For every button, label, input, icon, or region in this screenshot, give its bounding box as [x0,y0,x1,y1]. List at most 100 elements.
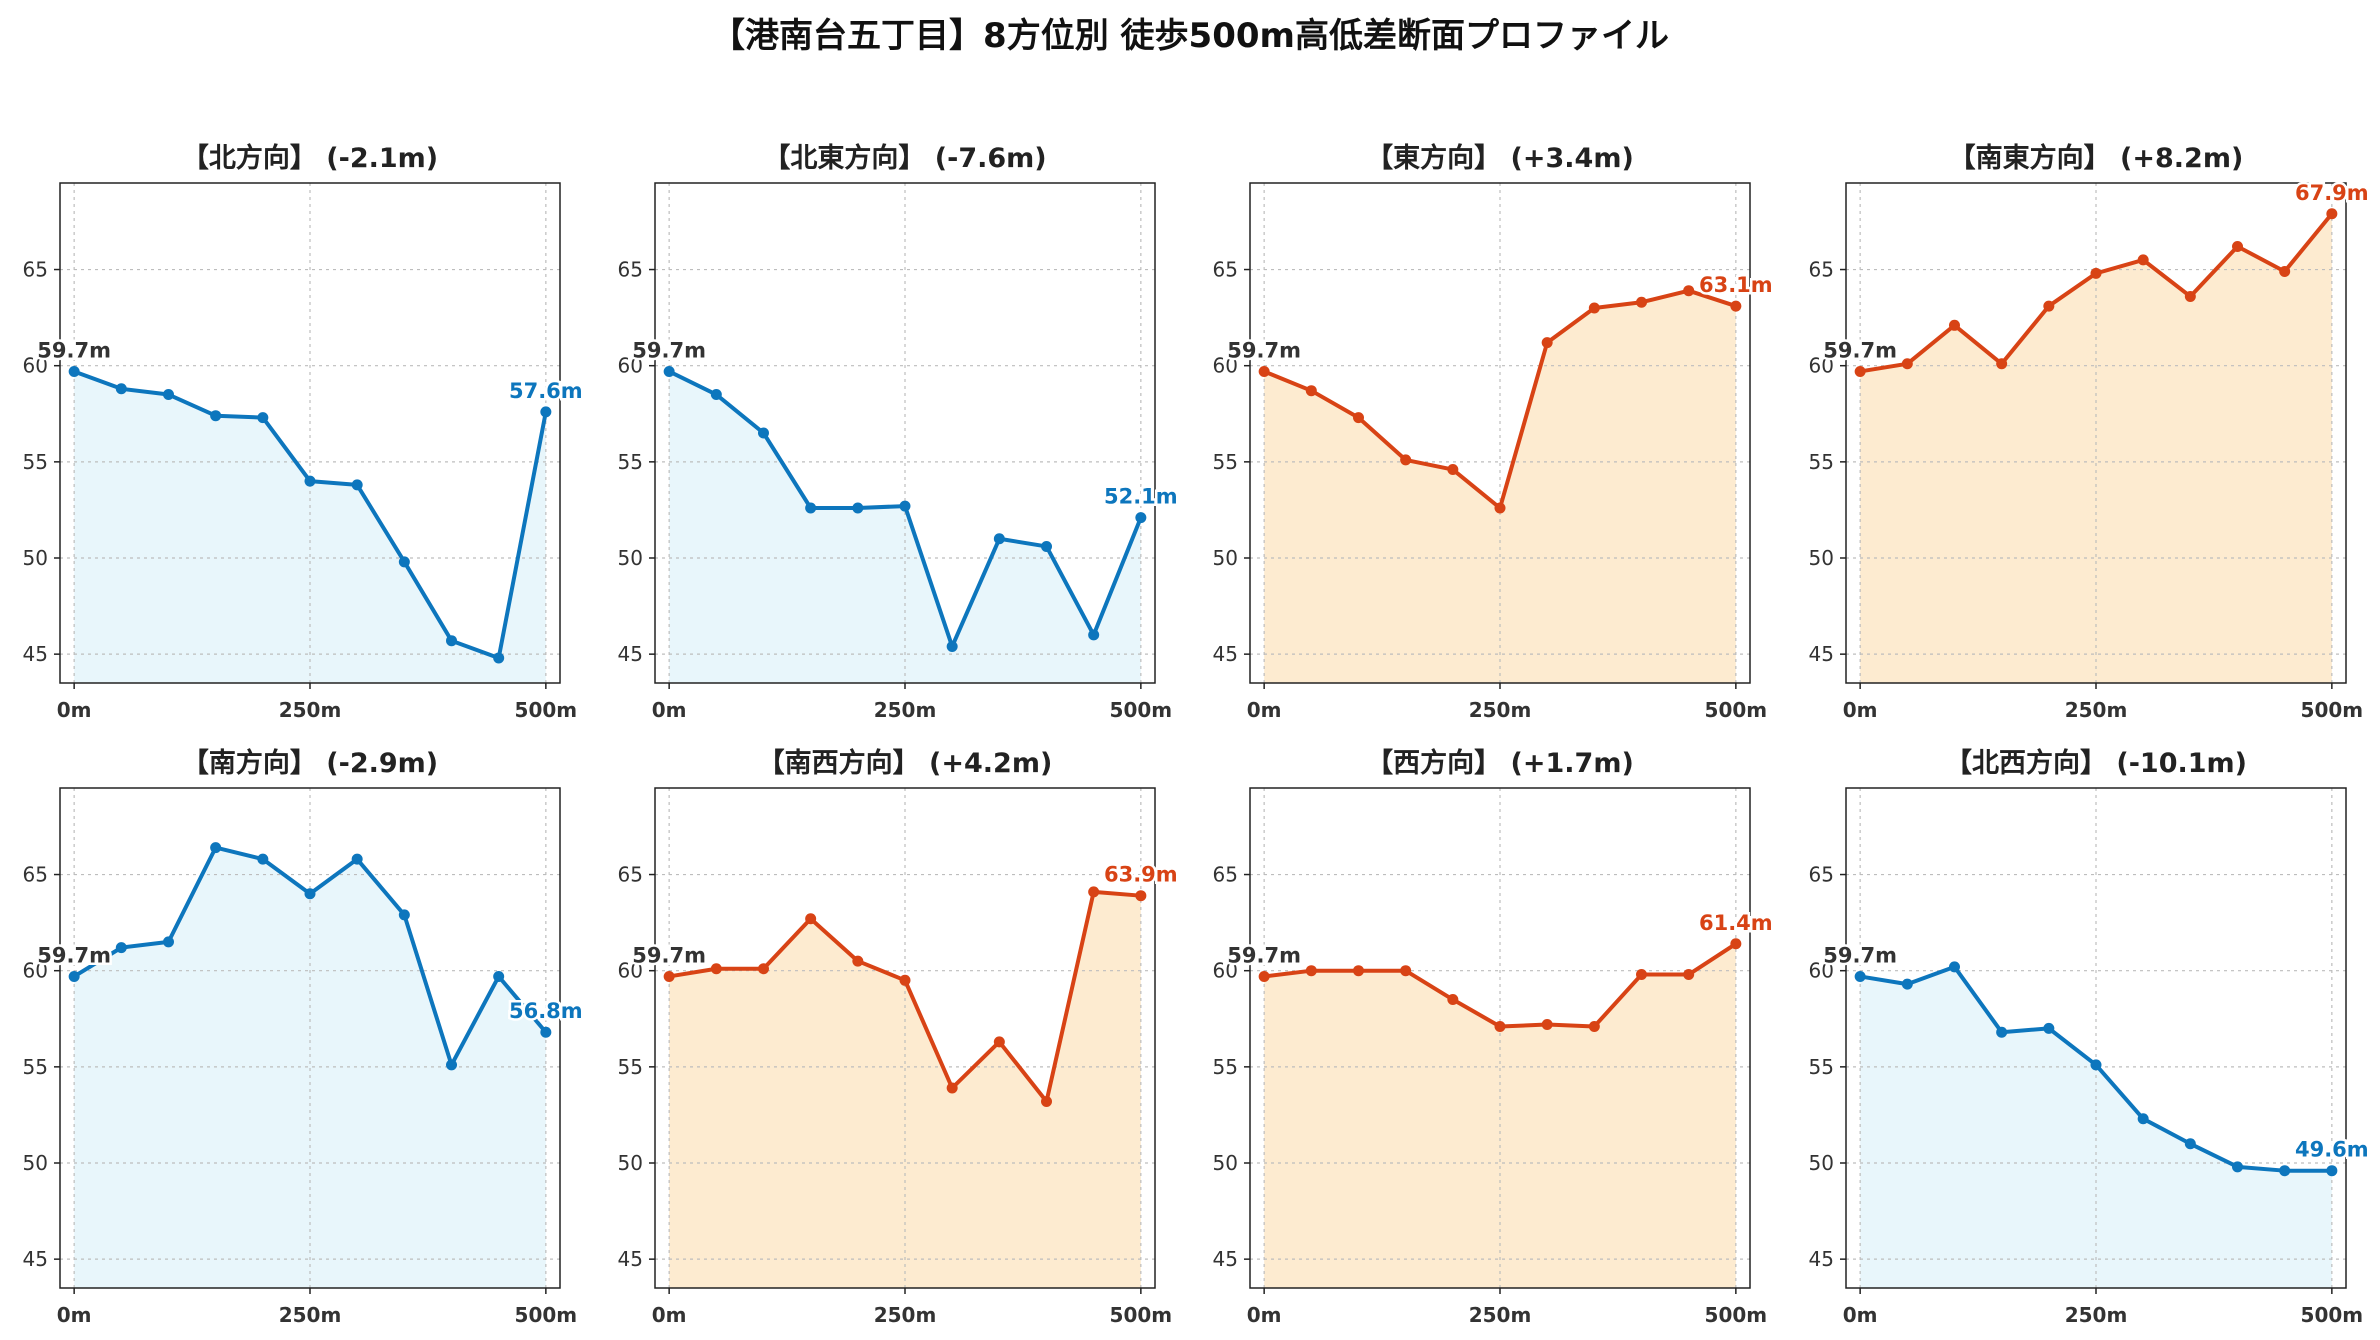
start-value-label: 59.7m [1227,338,1301,362]
x-tick-label: 0m [652,1303,687,1327]
data-point [68,365,80,377]
data-point [1494,502,1506,514]
data-point [304,475,316,487]
y-tick-label: 50 [1809,1151,1834,1175]
end-value-label: 63.1m [1699,273,1773,297]
data-point [1305,965,1317,977]
area-fill [1264,943,1736,1288]
y-tick-label: 65 [1213,863,1238,887]
y-tick-label: 60 [1809,354,1834,378]
panel-title: 【南東方向】 (+8.2m) [1949,142,2244,174]
y-tick-label: 45 [23,642,48,666]
panel-2: 【東方向】 (+3.4m) 45 50 55 60 65 0m 250m 500m 59.7m 63… [1213,142,1776,722]
data-point [115,942,127,954]
x-tick-label: 0m [57,1303,92,1327]
y-tick-label: 55 [1213,1055,1238,1079]
panel-title: 【北東方向】 (-7.6m) [763,142,1046,174]
x-tick-label: 0m [1247,1303,1282,1327]
x-tick-label: 500m [515,698,578,722]
data-point [1305,385,1317,397]
y-tick-label: 50 [1213,546,1238,570]
y-tick-label: 45 [618,1247,643,1271]
data-point [1948,961,1960,973]
data-point [446,1059,458,1071]
data-point [993,533,1005,545]
panel-title: 【北方向】 (-2.1m) [182,142,438,174]
end-value-label: 67.9m [2295,181,2369,205]
data-point [899,500,911,512]
y-tick-label: 60 [23,959,48,983]
x-tick-label: 250m [874,1303,937,1327]
y-tick-label: 45 [618,642,643,666]
y-tick-label: 50 [23,546,48,570]
panel-title: 【東方向】 (+3.4m) [1366,142,1634,174]
data-point [1258,365,1270,377]
y-tick-label: 55 [1213,450,1238,474]
data-point [757,963,769,975]
y-tick-label: 60 [618,354,643,378]
data-point [1135,890,1147,902]
data-point [1854,970,1866,982]
data-point [398,909,410,921]
data-point [1730,938,1742,950]
panel-4: 【南方向】 (-2.9m) 45 50 55 60 65 0m 250m 500m 59.7m 56… [23,747,586,1327]
x-tick-label: 250m [279,698,342,722]
y-tick-label: 60 [1809,959,1834,983]
data-point [805,502,817,514]
data-point [398,556,410,568]
data-point [1400,965,1412,977]
figure-title: 【港南台五丁目】8方位別 徒歩500m高低差断面プロファイル [711,16,1669,56]
y-tick-label: 60 [23,354,48,378]
data-point [2279,265,2291,277]
x-tick-label: 250m [2065,698,2128,722]
data-point [351,479,363,491]
data-point [2090,267,2102,279]
data-point [899,974,911,986]
y-tick-label: 45 [1809,642,1834,666]
data-point [1041,540,1053,552]
x-tick-label: 250m [1469,1303,1532,1327]
y-tick-label: 65 [1213,258,1238,282]
data-point [115,383,127,395]
data-point [1494,1020,1506,1032]
y-tick-label: 50 [618,1151,643,1175]
x-tick-label: 0m [1843,1303,1878,1327]
x-tick-label: 250m [2065,1303,2128,1327]
data-point [1636,296,1648,308]
data-point [446,635,458,647]
data-point [304,888,316,900]
data-point [1996,358,2008,370]
x-tick-label: 0m [1247,698,1282,722]
end-value-label: 63.9m [1104,863,1178,887]
x-tick-label: 250m [1469,698,1532,722]
data-point [540,1026,552,1038]
data-point [257,412,269,424]
data-point [1041,1095,1053,1107]
panel-5: 【南西方向】 (+4.2m) 45 50 55 60 65 0m 250m 500m 59.7m 6… [618,747,1181,1327]
data-point [1400,454,1412,466]
y-tick-label: 55 [1809,1055,1834,1079]
panel-title: 【南西方向】 (+4.2m) [758,747,1053,779]
data-point [663,970,675,982]
data-point [2090,1059,2102,1071]
y-tick-label: 45 [1809,1247,1834,1271]
data-point [1588,1020,1600,1032]
data-point [757,427,769,439]
data-point [493,970,505,982]
data-point [852,502,864,514]
y-tick-label: 45 [23,1247,48,1271]
y-tick-label: 65 [618,258,643,282]
panel-title: 【西方向】 (+1.7m) [1366,747,1634,779]
data-point [493,652,505,664]
area-fill [74,847,546,1288]
area-fill [1860,966,2332,1288]
data-point [1258,970,1270,982]
x-tick-label: 500m [2301,698,2364,722]
x-tick-label: 0m [652,698,687,722]
y-tick-label: 55 [23,450,48,474]
end-value-label: 49.6m [2295,1138,2369,1162]
data-point [852,955,864,967]
y-tick-label: 45 [1213,1247,1238,1271]
data-point [351,853,363,865]
panel-title: 【北西方向】 (-10.1m) [1945,747,2247,779]
